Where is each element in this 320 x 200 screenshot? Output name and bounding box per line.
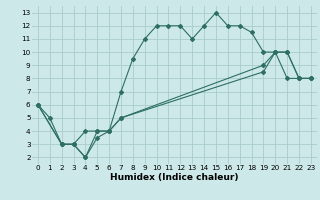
X-axis label: Humidex (Indice chaleur): Humidex (Indice chaleur) [110,173,239,182]
